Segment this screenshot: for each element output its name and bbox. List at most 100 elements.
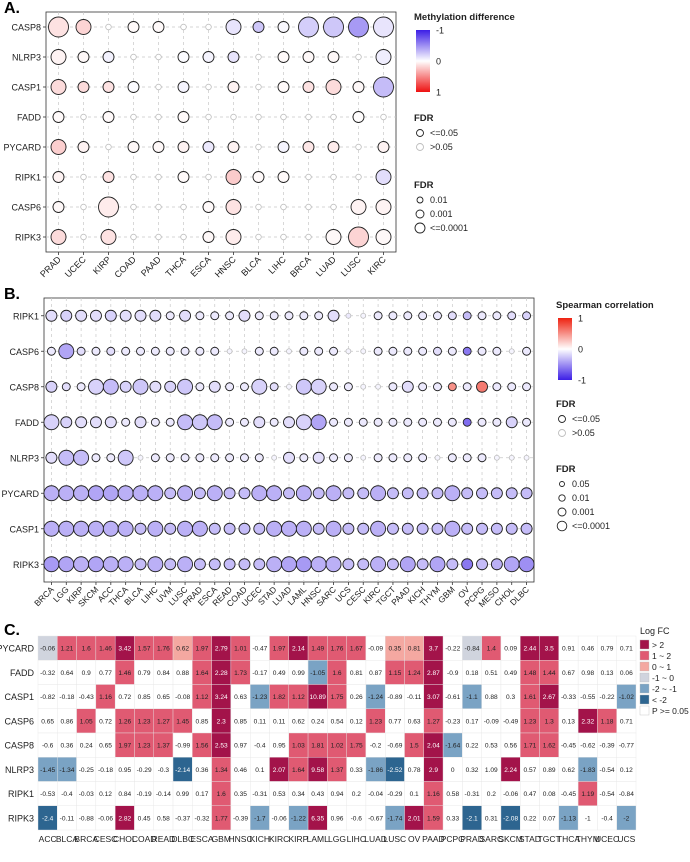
data-point <box>462 453 472 463</box>
data-point <box>80 113 87 121</box>
data-point <box>255 203 262 211</box>
data-point <box>202 141 215 153</box>
x-tick-label: PRAD <box>38 254 63 279</box>
cell-value-label: 0.17 <box>196 791 209 798</box>
data-point <box>386 487 399 500</box>
chart-a-methylation: PRAD UCEC KIRP COAD PAAD THCA ESCA HNSC BLCA LIHC… <box>3 11 515 280</box>
cell-value-label: 0.88 <box>176 670 189 677</box>
heatmap-legend-swatch <box>639 639 650 650</box>
data-point <box>518 556 535 573</box>
color-bar-tick: 0 <box>578 345 583 355</box>
data-point <box>357 487 370 500</box>
chart-c-logfc-heatmap: PYCARD -0.06 1.21 1.6 1.46 3.42 1.57 1.76 0.62 1.… <box>0 626 689 844</box>
cell-value-label: 2.01 <box>408 815 421 822</box>
data-point <box>280 233 287 241</box>
heatmap-legend-label: -1 ~ 0 <box>652 673 674 683</box>
column-label: LUSC <box>384 834 407 844</box>
data-point <box>238 487 251 500</box>
data-point <box>90 416 102 429</box>
data-point <box>348 16 369 38</box>
data-point <box>310 378 327 395</box>
cell-value-label: 0.33 <box>446 815 459 822</box>
cell-value-label: 2.32 <box>581 718 594 725</box>
cell-value-label: -0.22 <box>445 646 460 653</box>
data-point <box>206 485 223 502</box>
data-point <box>88 556 104 573</box>
data-point <box>358 417 368 427</box>
data-point <box>155 83 162 91</box>
cell-value-label: -0.61 <box>445 694 460 701</box>
cell-value-label: 1.64 <box>292 767 305 774</box>
data-point <box>388 417 398 427</box>
cell-value-label: -0.14 <box>156 791 171 798</box>
data-point <box>43 414 60 431</box>
data-point <box>177 378 194 395</box>
data-point <box>330 113 337 121</box>
x-tick-label: LUSC <box>339 254 363 278</box>
data-point <box>286 383 292 390</box>
data-point <box>462 417 472 427</box>
data-point <box>505 487 518 500</box>
data-point <box>352 111 365 123</box>
data-point <box>283 416 295 429</box>
cell-value-label: -1.45 <box>40 767 55 774</box>
cell-value-label: 1.81 <box>311 743 324 750</box>
panel-label-c: C. <box>4 622 20 639</box>
data-point <box>431 487 444 500</box>
cell-value-label: 0.09 <box>504 646 517 653</box>
data-point <box>155 113 162 121</box>
data-point <box>208 558 221 571</box>
cell-value-label: 0.62 <box>292 718 305 725</box>
cell-value-label: 1.67 <box>350 646 363 653</box>
cell-value-label: -2.14 <box>175 767 190 774</box>
cell-value-label: 1.82 <box>273 694 286 701</box>
data-point <box>147 520 164 537</box>
data-point <box>119 380 132 393</box>
data-point <box>43 556 60 573</box>
cell-value-label: 0.95 <box>118 767 131 774</box>
data-point <box>177 171 190 183</box>
data-point <box>329 382 338 392</box>
cell-value-label: 1.97 <box>273 646 286 653</box>
data-point <box>180 203 187 211</box>
data-point <box>447 382 457 392</box>
data-point <box>60 416 73 429</box>
data-point <box>77 51 90 63</box>
data-point <box>58 449 75 466</box>
data-point <box>149 309 162 322</box>
cell-value-label: 2.87 <box>427 670 440 677</box>
data-point <box>327 141 340 153</box>
cell-value-label: 0.08 <box>543 791 556 798</box>
cell-value-label: -2.1 <box>466 815 478 822</box>
y-tick-label: FADD <box>17 113 42 123</box>
data-point <box>102 171 115 183</box>
cell-value-label: 0.63 <box>408 718 421 725</box>
data-point <box>100 229 117 245</box>
data-point <box>177 520 194 537</box>
data-point <box>132 485 149 502</box>
data-point <box>58 343 75 360</box>
column-label: GBM <box>212 834 231 844</box>
data-point <box>130 173 137 181</box>
cell-value-label: 0.62 <box>176 646 189 653</box>
cell-value-label: 1.23 <box>369 718 382 725</box>
data-point <box>225 169 242 185</box>
data-point <box>476 380 488 393</box>
row-label: RIPK3 <box>8 813 34 823</box>
y-tick-label: NLRP3 <box>10 453 39 463</box>
cell-value-label: -1.13 <box>561 815 576 822</box>
data-point <box>75 416 88 429</box>
data-point <box>134 558 147 571</box>
data-point <box>105 23 112 31</box>
data-point <box>388 382 398 392</box>
data-point <box>312 451 325 464</box>
cell-value-label: 3.7 <box>429 646 438 653</box>
cell-value-label: 1.73 <box>234 670 247 677</box>
data-point <box>375 169 392 185</box>
cell-value-label: 0.85 <box>234 718 247 725</box>
data-point <box>132 378 149 395</box>
data-point <box>329 346 338 356</box>
column-label: SKCM <box>498 834 523 844</box>
y-tick-label: CASP8 <box>9 382 39 392</box>
data-point <box>104 416 117 429</box>
